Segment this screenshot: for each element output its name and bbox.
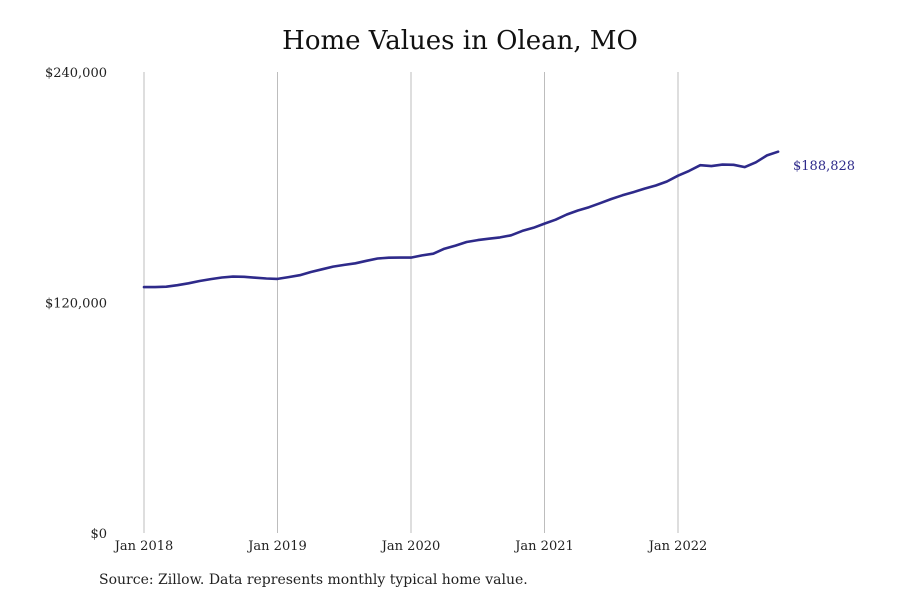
x-axis-ticks: Jan 2018 Jan 2019 Jan 2020 Jan 2021 Jan 2022 [113,539,708,554]
end-value-label: $188,828 [793,159,855,174]
x-tick-label: Jan 2018 [113,539,174,554]
x-tick-label: Jan 2022 [647,539,708,554]
x-tick-label: Jan 2021 [513,539,574,554]
y-tick-label: $120,000 [45,297,107,312]
series-layer [142,150,780,289]
y-tick-label: $0 [90,527,107,542]
chart-title: Home Values in Olean, MO [282,26,638,56]
x-tick-label: Jan 2020 [380,539,441,554]
grid-lines [143,72,679,533]
series-line [142,150,780,289]
x-tick-label: Jan 2019 [246,539,307,554]
y-tick-label: $240,000 [45,66,107,81]
y-axis-ticks: $0 $120,000 $240,000 [45,66,107,542]
source-note: Source: Zillow. Data represents monthly … [99,572,528,588]
